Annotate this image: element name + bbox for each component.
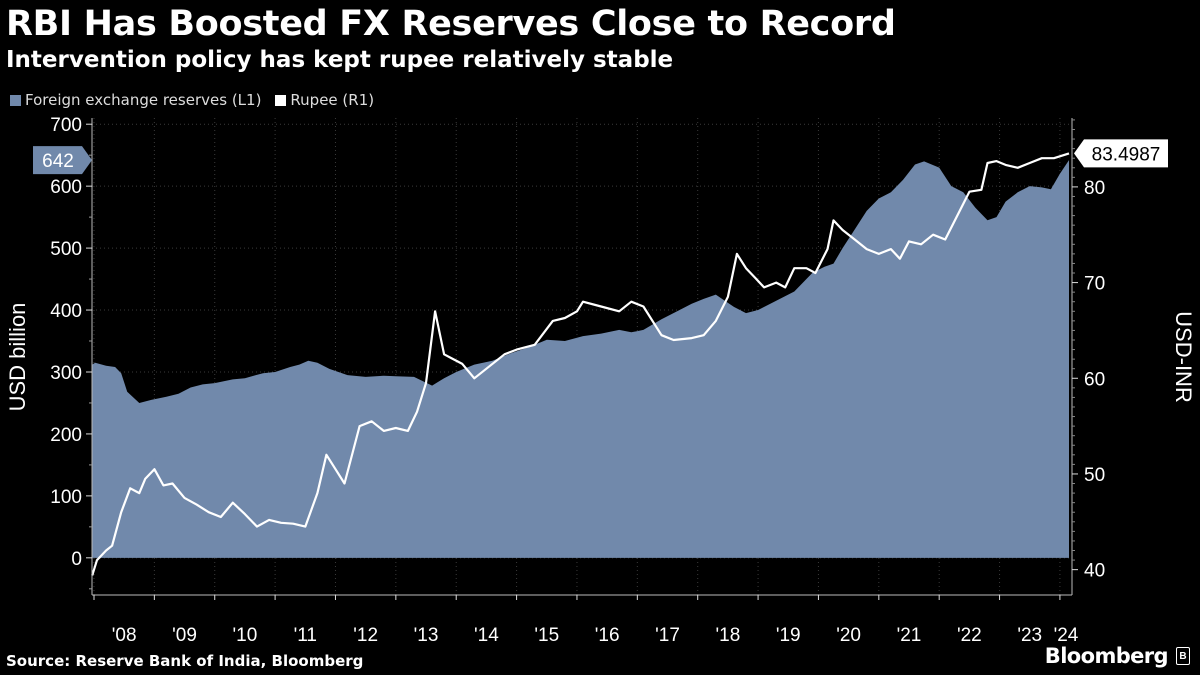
x-axis-tick-label: '08 xyxy=(112,625,137,646)
right-axis-tick-label: 60 xyxy=(1084,369,1105,390)
right-axis-tick-label: 80 xyxy=(1084,178,1105,199)
legend-label-rupee: Rupee (R1) xyxy=(290,91,375,109)
right-axis-tick-label: 50 xyxy=(1084,465,1105,486)
legend-item-rupee: Rupee (R1) xyxy=(275,91,374,109)
x-axis-tick-label: '10 xyxy=(233,625,258,646)
reserves-last-value-label: 642 xyxy=(42,151,74,172)
brand-logo-text: Bloomberg xyxy=(1044,644,1169,668)
x-axis-tick-label: '21 xyxy=(897,625,922,646)
legend-label-reserves: Foreign exchange reserves (L1) xyxy=(25,91,262,109)
legend-swatch-rupee xyxy=(275,94,287,106)
right-axis-tick-label: 40 xyxy=(1084,561,1105,582)
x-axis-tick-label: '22 xyxy=(957,625,982,646)
chart-title: RBI Has Boosted FX Reserves Close to Rec… xyxy=(6,4,896,44)
left-axis-tick-label: 400 xyxy=(50,301,82,322)
reserves-area xyxy=(92,160,1070,558)
left-axis-tick-label: 700 xyxy=(50,115,82,136)
source-note: Source: Reserve Bank of India, Bloomberg xyxy=(6,652,364,670)
x-axis-tick-label: '24 xyxy=(1054,625,1079,646)
right-axis-title: USD-INR xyxy=(1171,311,1196,403)
legend-swatch-reserves xyxy=(10,94,21,106)
left-axis-tick-label: 100 xyxy=(50,487,82,508)
x-axis-tick-label: '14 xyxy=(474,625,499,646)
left-axis-tick-label: 500 xyxy=(50,239,82,260)
rupee-last-value-label: 83.4987 xyxy=(1092,144,1161,165)
x-axis-tick-label: '19 xyxy=(776,625,801,646)
x-axis-tick-label: '18 xyxy=(716,625,741,646)
x-axis-tick-label: '13 xyxy=(414,625,439,646)
reserves-last-value-tag xyxy=(33,146,92,175)
left-axis-tick-label: 600 xyxy=(50,177,82,198)
x-axis-tick-label: '16 xyxy=(595,625,620,646)
legend-item-reserves: Foreign exchange reserves (L1) xyxy=(10,91,261,109)
bloomberg-icon: B xyxy=(1176,647,1190,665)
x-axis-tick-label: '17 xyxy=(655,625,680,646)
legend: Foreign exchange reserves (L1) Rupee (R1… xyxy=(10,91,388,109)
left-axis-title: USD billion xyxy=(5,303,30,412)
x-axis-tick-label: '12 xyxy=(353,625,378,646)
brand: Bloomberg B xyxy=(1045,644,1190,668)
rupee-last-value-tag xyxy=(1074,139,1168,168)
left-axis-tick-label: 0 xyxy=(71,549,82,570)
rupee-line xyxy=(91,152,1070,576)
left-axis-tick-label: 200 xyxy=(50,425,82,446)
x-axis-tick-label: '09 xyxy=(172,625,197,646)
x-axis-tick-label: '23 xyxy=(1017,625,1042,646)
x-axis-tick-label: '11 xyxy=(294,625,317,646)
right-axis-tick-label: 70 xyxy=(1084,274,1105,295)
x-axis-tick-label: '20 xyxy=(836,625,861,646)
x-axis-tick-label: '15 xyxy=(534,625,559,646)
chart-subtitle: Intervention policy has kept rupee relat… xyxy=(6,47,674,73)
left-axis-tick-label: 300 xyxy=(50,363,82,384)
